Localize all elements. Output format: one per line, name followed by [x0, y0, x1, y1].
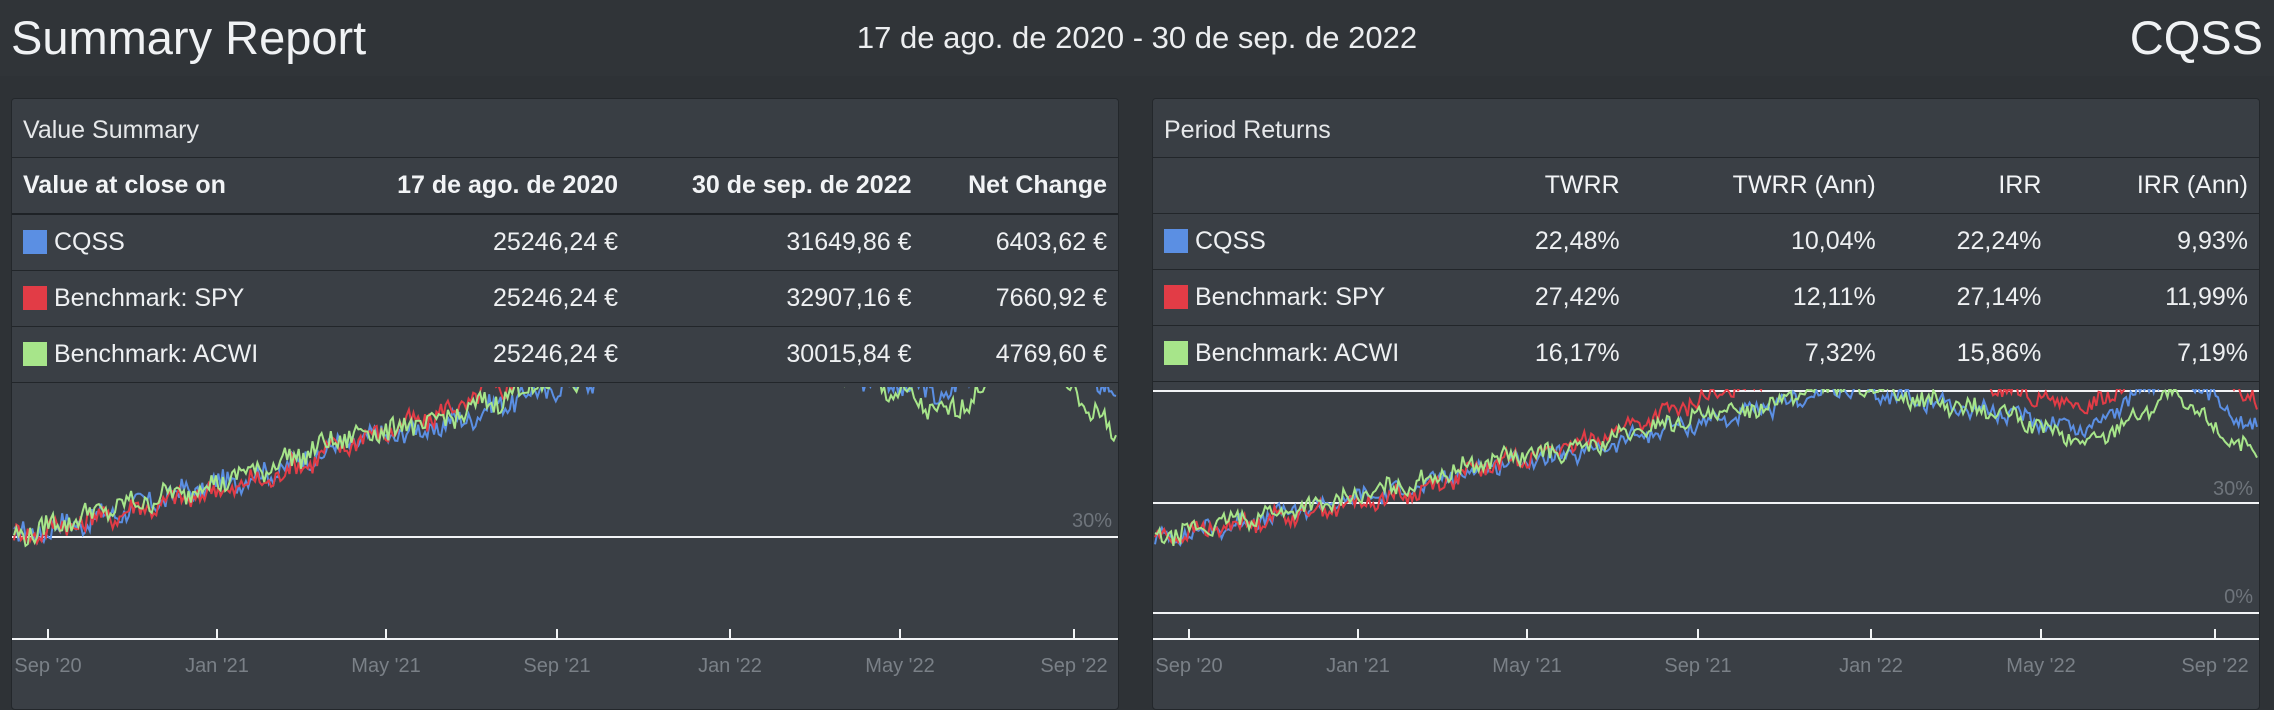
series-line [13, 281, 1117, 546]
series-line [1154, 375, 2258, 546]
table-cell: 32907,16 € [629, 270, 923, 327]
x-tick-label: Sep '20 [1155, 655, 1222, 677]
column-header [1153, 158, 1465, 214]
period-returns-table: TWRR TWRR (Ann) IRR IRR (Ann) CQSS 22,48… [1153, 158, 2259, 382]
value-summary-table: Value at close on 17 de ago. de 2020 30 … [12, 158, 1118, 383]
table-header-row: TWRR TWRR (Ann) IRR IRR (Ann) [1153, 158, 2259, 214]
color-swatch [23, 342, 47, 366]
table-cell: 22,24% [1886, 213, 2053, 270]
table-header-row: Value at close on 17 de ago. de 2020 30 … [12, 158, 1118, 215]
table-cell: 10,04% [1630, 213, 1887, 270]
column-header: TWRR [1465, 158, 1631, 214]
color-swatch [1164, 229, 1188, 253]
table-cell: 27,42% [1465, 269, 1631, 326]
table-row: Benchmark: SPY 25246,24 € 32907,16 € 766… [12, 270, 1118, 327]
table-cell: 12,11% [1630, 269, 1887, 326]
x-tick-label: Sep '22 [1040, 655, 1107, 677]
table-cell: 27,14% [1886, 269, 2053, 326]
x-tick-label: Jan '22 [1839, 655, 1903, 677]
table-row: Benchmark: ACWI 16,17% 7,32% 15,86% 7,19… [1153, 325, 2259, 382]
x-tick-label: Sep '21 [1664, 655, 1731, 677]
column-header: TWRR (Ann) [1630, 158, 1887, 214]
series-line [1154, 338, 2258, 547]
row-label: Benchmark: SPY [1195, 283, 1386, 311]
color-swatch [1164, 341, 1188, 365]
top-bar: Summary Report 17 de ago. de 2020 - 30 d… [0, 0, 2274, 76]
row-label: Benchmark: ACWI [54, 340, 259, 368]
panel-title: Value Summary [12, 99, 1118, 158]
color-swatch [1164, 285, 1188, 309]
account-ticker: CQSS [2129, 11, 2263, 64]
row-label: CQSS [54, 228, 125, 256]
row-label: CQSS [1195, 227, 1266, 255]
column-header: 17 de ago. de 2020 [334, 158, 630, 215]
table-cell: 31649,86 € [629, 214, 923, 271]
series-line [13, 327, 1117, 548]
table-cell: 9,93% [2052, 213, 2259, 270]
table-cell: 7,19% [2052, 325, 2259, 382]
column-header: IRR [1886, 158, 2053, 214]
returns-line-chart: Sep '20 Jan '21 May '21 Sep '21 Jan '22 May '… [1153, 338, 2259, 677]
column-header: Value at close on [12, 158, 334, 215]
table-cell: 25246,24 € [334, 326, 630, 383]
table-cell: 22,48% [1465, 213, 1631, 270]
row-label: Benchmark: ACWI [1195, 339, 1400, 367]
table-cell: 25246,24 € [334, 214, 630, 271]
table-cell: 15,86% [1886, 325, 2053, 382]
table-cell: 6403,62 € [922, 214, 1118, 271]
color-swatch [23, 230, 47, 254]
x-tick-label: Jan '21 [185, 655, 249, 677]
table-row: Benchmark: SPY 27,42% 12,11% 27,14% 11,9… [1153, 269, 2259, 326]
x-tick-label: May '21 [1492, 655, 1561, 677]
table-cell: 16,17% [1465, 325, 1631, 382]
table-cell: 25246,24 € [334, 270, 630, 327]
table-row: Benchmark: ACWI 25246,24 € 30015,84 € 47… [12, 326, 1118, 383]
value-chart: Sep '20 Jan '21 May '21 Sep '21 Jan '22 May '… [12, 281, 1118, 709]
y-tick-label: 30% [2213, 478, 2253, 500]
table-row: CQSS 25246,24 € 31649,86 € 6403,62 € [12, 214, 1118, 271]
table-cell: 7660,92 € [922, 270, 1118, 327]
row-label: Benchmark: SPY [54, 284, 245, 312]
x-tick-label: May '22 [2006, 655, 2075, 677]
table-cell: 7,32% [1630, 325, 1887, 382]
x-tick-label: Jan '22 [698, 655, 762, 677]
page-title: Summary Report [11, 11, 367, 64]
x-tick-label: May '22 [865, 655, 934, 677]
x-tick-label: Sep '20 [14, 655, 81, 677]
x-tick-label: Jan '21 [1326, 655, 1390, 677]
table-cell: 30015,84 € [629, 326, 923, 383]
value-summary-panel: Value Summary Value at close on 17 de ag… [11, 98, 1119, 710]
x-tick-label: Sep '22 [2181, 655, 2248, 677]
period-returns-panel: Period Returns TWRR TWRR (Ann) IRR IRR (… [1152, 98, 2260, 710]
x-tick-label: Sep '21 [523, 655, 590, 677]
value-line-chart: Sep '20 Jan '21 May '21 Sep '21 Jan '22 May '… [12, 281, 1118, 677]
y-tick-label: 0% [2224, 586, 2253, 608]
date-range: 17 de ago. de 2020 - 30 de sep. de 2022 [856, 20, 1418, 55]
column-header: Net Change [922, 158, 1118, 215]
panel-title: Period Returns [1153, 99, 2259, 158]
color-swatch [23, 286, 47, 310]
table-row: CQSS 22,48% 10,04% 22,24% 9,93% [1153, 213, 2259, 270]
y-tick-label: 30% [1072, 510, 1112, 532]
column-header: IRR (Ann) [2052, 158, 2259, 214]
x-tick-label: May '21 [351, 655, 420, 677]
series-line [13, 306, 1117, 546]
table-cell: 11,99% [2052, 269, 2259, 326]
column-header: 30 de sep. de 2022 [629, 158, 923, 215]
returns-chart: Sep '20 Jan '21 May '21 Sep '21 Jan '22 May '… [1153, 338, 2259, 709]
table-cell: 4769,60 € [922, 326, 1118, 383]
